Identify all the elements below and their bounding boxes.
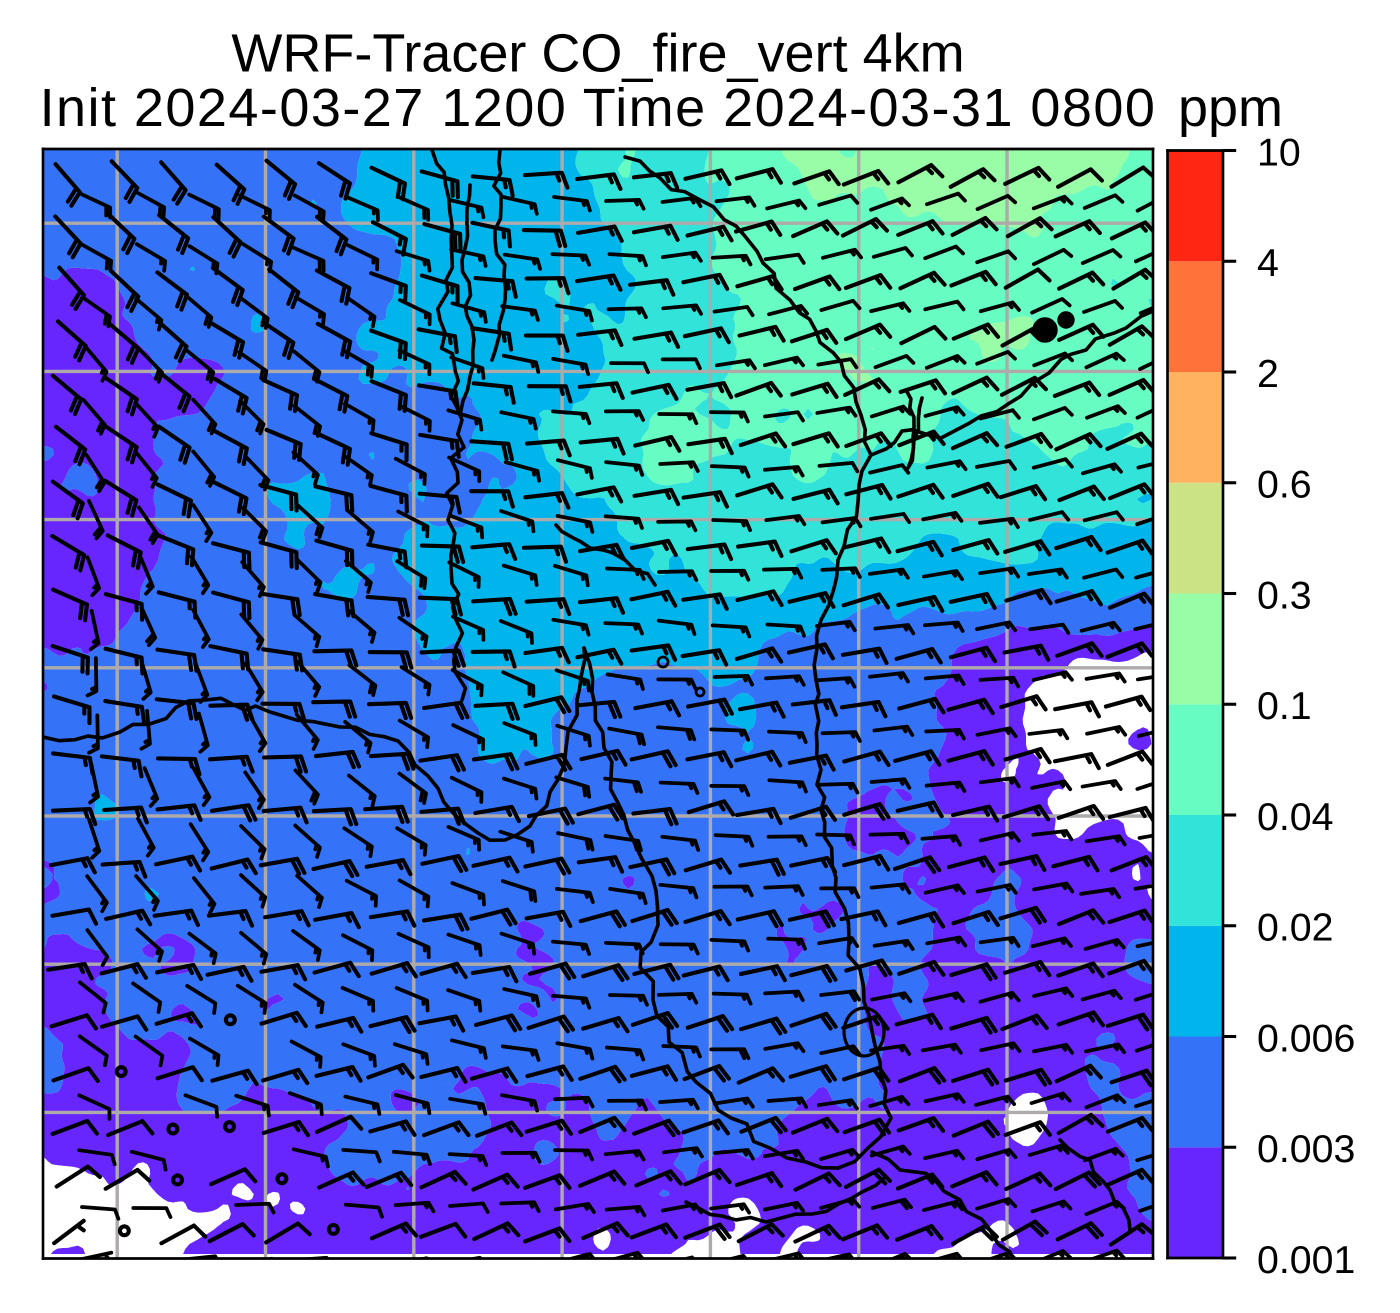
svg-text:0.02: 0.02 <box>1257 906 1333 950</box>
svg-text:0.3: 0.3 <box>1257 573 1312 617</box>
svg-text:2: 2 <box>1257 352 1279 396</box>
svg-text:0.001: 0.001 <box>1257 1238 1355 1282</box>
svg-text:Init 2024-03-27 1200 Time 2024: Init 2024-03-27 1200 Time 2024-03-31 080… <box>40 78 1157 138</box>
svg-text:ppm: ppm <box>1178 78 1283 138</box>
svg-text:0.6: 0.6 <box>1257 463 1312 507</box>
svg-text:10: 10 <box>1257 130 1301 174</box>
svg-text:0.006: 0.006 <box>1257 1016 1355 1060</box>
svg-text:WRF-Tracer CO_fire_vert 4km: WRF-Tracer CO_fire_vert 4km <box>231 24 964 84</box>
svg-text:0.003: 0.003 <box>1257 1127 1355 1171</box>
svg-text:0.1: 0.1 <box>1257 684 1312 728</box>
svg-text:4: 4 <box>1257 241 1279 285</box>
svg-text:0.04: 0.04 <box>1257 795 1333 839</box>
